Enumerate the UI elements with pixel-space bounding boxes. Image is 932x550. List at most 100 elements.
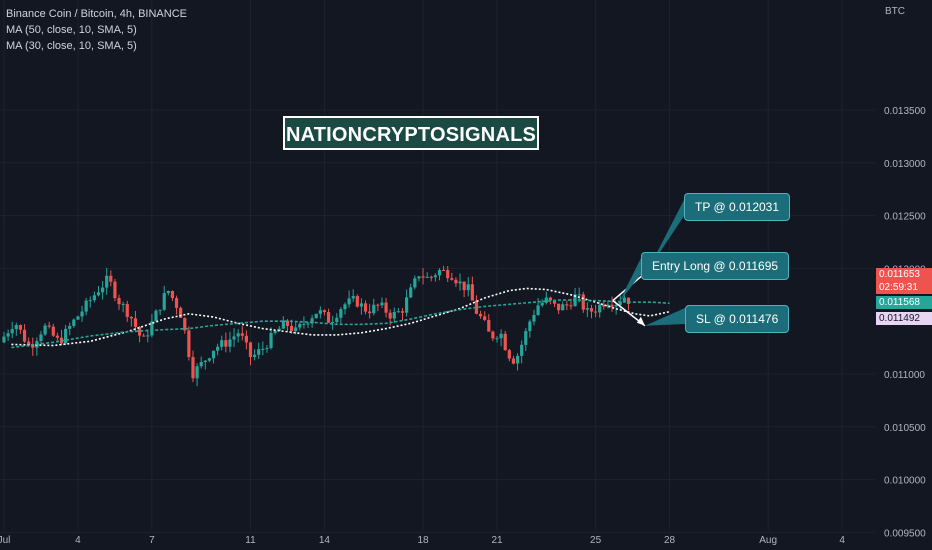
- candle-up: [269, 332, 273, 349]
- candle-down: [478, 313, 483, 317]
- candle-down: [491, 331, 495, 339]
- candle-up: [166, 290, 170, 294]
- candle-up: [302, 323, 306, 325]
- candle-down: [384, 302, 388, 313]
- sl-callout: SL @ 0.011476: [685, 305, 790, 333]
- candle-down: [421, 276, 425, 278]
- candle-down: [18, 325, 23, 330]
- candle-down: [474, 300, 479, 314]
- candle-up: [220, 340, 224, 347]
- candle-down: [244, 335, 248, 343]
- candle-up: [207, 358, 212, 361]
- candle-down: [322, 310, 327, 313]
- time-tick-label: 28: [664, 535, 676, 546]
- candle-up: [622, 297, 626, 302]
- candle-down: [129, 316, 133, 319]
- candle-up: [236, 333, 240, 337]
- candle-up: [216, 346, 220, 351]
- time-tick-label: 21: [491, 535, 503, 546]
- candle-down: [142, 335, 146, 337]
- candle-down: [326, 312, 331, 323]
- candle-down: [187, 330, 191, 358]
- candle-up: [281, 320, 285, 329]
- candle-up: [392, 312, 396, 319]
- candle-up: [253, 354, 257, 358]
- candle-up: [380, 302, 384, 306]
- candle-up: [154, 310, 158, 322]
- symbol-title[interactable]: Binance Coin / Bitcoin, 4h, BINANCE: [6, 8, 187, 20]
- price-tick-label: 0.013000: [884, 159, 926, 170]
- candle-up: [92, 295, 96, 301]
- candle-up: [232, 336, 236, 340]
- ma30-legend[interactable]: MA (30, close, 10, SMA, 5): [6, 40, 137, 52]
- candle-up: [577, 294, 581, 296]
- candle-up: [105, 275, 109, 288]
- candle-up: [39, 334, 43, 342]
- countdown-tag: 02:59:31: [876, 281, 932, 294]
- candle-up: [614, 304, 618, 307]
- candle-down: [610, 304, 614, 307]
- candle-down: [450, 278, 454, 280]
- time-tick-label: 18: [417, 535, 429, 546]
- candle-down: [589, 308, 594, 312]
- candle-up: [495, 338, 499, 340]
- candle-down: [137, 326, 142, 336]
- candle-up: [515, 355, 520, 364]
- candle-down: [441, 269, 446, 271]
- candle-down: [552, 300, 557, 304]
- candle-down: [27, 341, 31, 346]
- candle-up: [606, 304, 610, 307]
- candle-down: [117, 298, 121, 305]
- candle-up: [499, 333, 503, 339]
- candle-up: [437, 269, 442, 276]
- candle-up: [195, 366, 199, 379]
- candle-down: [113, 281, 117, 299]
- candle-down: [602, 304, 606, 307]
- candle-down: [285, 320, 290, 326]
- candle-up: [433, 275, 437, 278]
- candle-down: [47, 325, 51, 327]
- candle-up: [10, 329, 14, 334]
- candle-up: [520, 344, 524, 356]
- candle-up: [405, 297, 409, 313]
- candle-up: [277, 328, 281, 331]
- candle-up: [532, 314, 536, 322]
- candle-down: [507, 350, 511, 359]
- current-price-tag: 0.011653: [876, 268, 932, 281]
- candle-up: [84, 300, 88, 312]
- candle-down: [483, 316, 487, 320]
- candle-up: [396, 311, 400, 313]
- candle-up: [409, 287, 413, 298]
- candle-up: [101, 287, 105, 293]
- candle-up: [298, 323, 302, 328]
- candle-down: [183, 317, 187, 331]
- candle-up: [96, 292, 101, 296]
- candle-down: [51, 326, 55, 336]
- candle-up: [458, 281, 462, 284]
- candle-up: [347, 298, 351, 305]
- candle-up: [64, 328, 68, 344]
- candle-up: [372, 304, 376, 314]
- candle-up: [331, 321, 335, 323]
- candle-up: [618, 301, 622, 305]
- candle-up: [158, 309, 162, 311]
- ma50-legend[interactable]: MA (50, close, 10, SMA, 5): [6, 24, 137, 36]
- candle-down: [594, 311, 598, 313]
- candle-down: [174, 298, 179, 308]
- candle-up: [343, 304, 347, 310]
- candle-up: [257, 349, 261, 355]
- candle-up: [335, 317, 339, 322]
- sl-callout-pointer: [644, 308, 685, 326]
- candle-down: [355, 296, 359, 307]
- candle-up: [314, 313, 318, 319]
- price-tick-label: 0.012500: [884, 212, 926, 223]
- candle-up: [351, 296, 355, 299]
- candle-down: [454, 279, 458, 284]
- candle-down: [376, 304, 380, 306]
- time-tick-label: 25: [590, 535, 602, 546]
- candle-down: [22, 329, 27, 342]
- candle-up: [310, 318, 314, 324]
- tp-callout: TP @ 0.012031: [684, 193, 791, 221]
- entry-callout: Entry Long @ 0.011695: [641, 252, 790, 280]
